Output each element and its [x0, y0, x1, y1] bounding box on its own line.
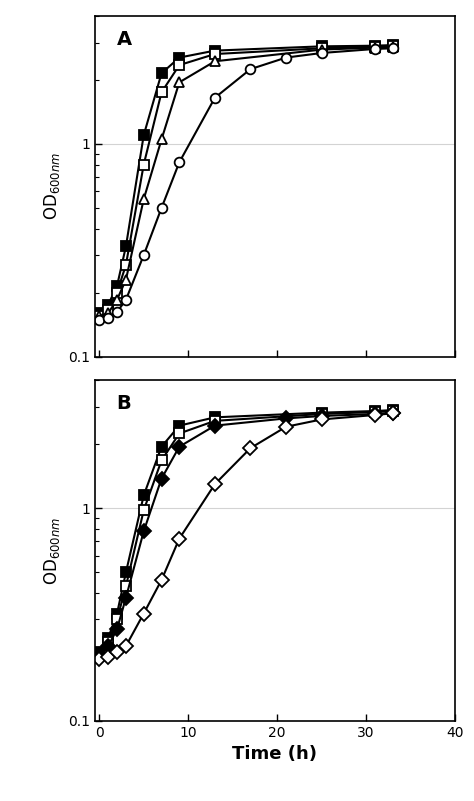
Y-axis label: OD$_{600nm}$: OD$_{600nm}$ [42, 152, 63, 220]
Text: A: A [117, 30, 132, 49]
Text: B: B [117, 394, 131, 413]
X-axis label: Time (h): Time (h) [232, 745, 318, 763]
Y-axis label: OD$_{600nm}$: OD$_{600nm}$ [42, 517, 63, 585]
